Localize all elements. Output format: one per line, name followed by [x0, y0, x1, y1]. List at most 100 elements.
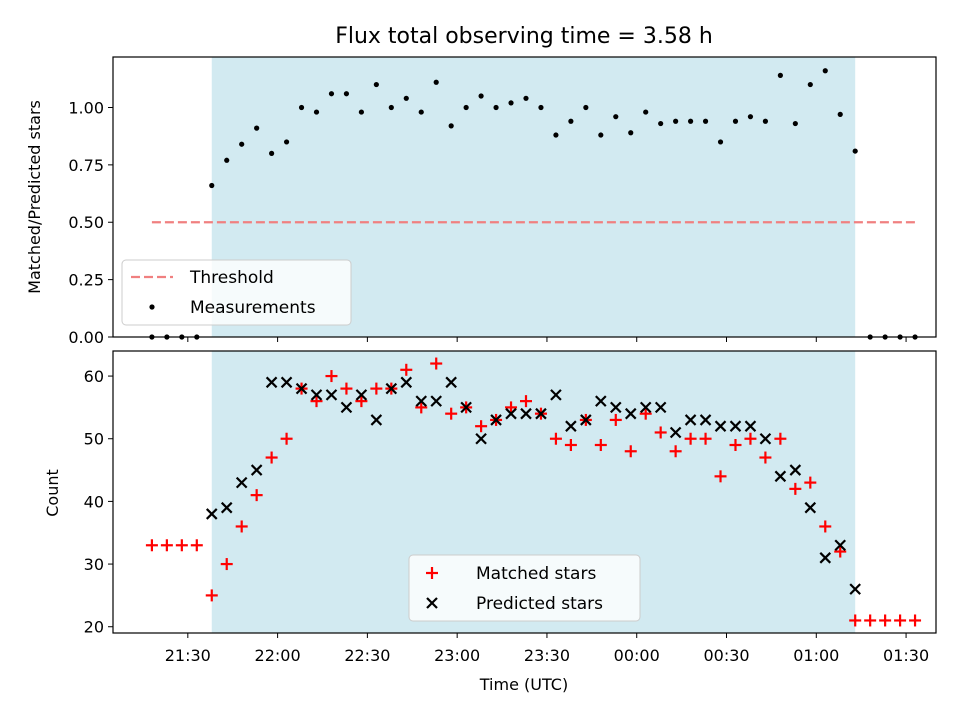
measurement-point — [478, 93, 484, 99]
measurement-point — [298, 104, 305, 111]
x-tick-label: 01:30 — [883, 646, 929, 665]
predicted-star-point — [430, 395, 442, 407]
measurement-point — [418, 109, 424, 115]
matched-star-point — [819, 520, 832, 533]
measurement-point — [553, 132, 559, 138]
matched-star-point — [415, 401, 428, 414]
measurement-point — [673, 118, 679, 124]
predicted-star-point — [669, 426, 682, 439]
predicted-star-point — [475, 432, 487, 445]
predicted-star-point — [624, 407, 637, 420]
x-axis-label: Time (UTC) — [479, 675, 568, 694]
figure-title: Flux total observing time = 3.58 h — [335, 24, 713, 49]
top-legend: Threshold Measurements — [121, 259, 352, 326]
predicted-star-point — [370, 414, 383, 426]
measurement-point — [523, 95, 529, 101]
measurement-point — [583, 104, 589, 111]
matched-star-point — [280, 432, 293, 445]
predicted-star-point — [490, 414, 502, 426]
measurement-point — [628, 130, 634, 136]
matched-star-point — [879, 614, 892, 627]
measurement-point — [687, 118, 694, 124]
top-y-ticks: 0.00 0.25 0.50 0.75 1.00 — [68, 98, 113, 347]
predicted-star-point — [520, 407, 532, 420]
measurement-point — [852, 148, 858, 154]
matched-legend-swatch — [426, 567, 438, 579]
bottom-y-axis-label: Count — [43, 469, 62, 517]
measurement-point — [613, 114, 619, 120]
measurement-point — [643, 109, 649, 115]
matched-star-point — [729, 439, 742, 451]
matched-star-point — [340, 382, 353, 395]
predicted-star-point — [565, 420, 577, 432]
measurement-point — [358, 109, 364, 115]
matched-star-point — [430, 357, 443, 370]
measurement-point — [343, 91, 350, 97]
predicted-star-point — [580, 414, 592, 426]
predicted-star-point — [654, 401, 667, 414]
matched-legend-label: Matched stars — [476, 564, 596, 584]
predicted-star-point — [400, 376, 413, 389]
matched-star-point — [699, 432, 712, 445]
bottom-y-ticks: 20 30 40 50 60 — [84, 367, 113, 637]
threshold-legend-label: Threshold — [189, 268, 274, 288]
matched-star-point — [894, 614, 907, 627]
predicted-star-point — [310, 389, 323, 401]
top-y-tick-label: 0.75 — [68, 156, 104, 175]
measurement-point — [239, 141, 245, 147]
x-tick-label: 00:00 — [614, 646, 660, 665]
measurement-point — [658, 120, 664, 127]
predicted-star-point — [355, 389, 368, 401]
x-tick-label: 22:30 — [344, 646, 390, 665]
predicted-star-point — [744, 420, 757, 432]
predicted-star-point — [834, 539, 847, 552]
matched-star-point — [160, 539, 173, 552]
x-tick-label: 23:30 — [524, 646, 570, 665]
predicted-star-point — [205, 508, 218, 520]
matched-star-point — [774, 432, 787, 445]
matched-star-point — [265, 451, 278, 464]
bottom-x-ticks: 21:30 22:00 22:30 23:00 23:30 00:00 00:30 01:00… — [165, 633, 929, 665]
predicted-star-point — [340, 401, 353, 414]
matched-star-point — [609, 413, 622, 426]
predicted-star-point — [235, 476, 248, 489]
measurement-point — [777, 72, 783, 78]
top-axes-frame — [112, 56, 937, 338]
matched-star-point — [400, 363, 413, 376]
bottom-y-tick-label: 40 — [84, 492, 104, 511]
matched-star-point — [355, 395, 368, 408]
predicted-star-point — [265, 376, 278, 389]
measurement-point — [448, 123, 454, 129]
bottom-y-tick-label: 60 — [84, 367, 104, 386]
matched-star-point — [834, 545, 847, 558]
predicted-stars-points — [205, 376, 861, 595]
matched-star-point — [190, 539, 203, 552]
matched-star-point — [205, 589, 218, 602]
matched-star-point — [624, 445, 637, 458]
matched-star-point — [909, 614, 922, 627]
predicted-star-point — [759, 432, 772, 445]
measurement-point — [254, 125, 260, 131]
predicted-star-point — [250, 464, 263, 476]
matched-star-point — [519, 395, 532, 408]
measurement-point — [283, 139, 290, 145]
matched-star-point — [505, 401, 518, 414]
top-legend-box — [121, 259, 352, 326]
matched-stars-points — [145, 357, 922, 627]
matched-star-point — [370, 382, 383, 395]
measurement-point — [508, 100, 514, 106]
predicted-star-point — [804, 501, 817, 514]
top-y-tick-label: 1.00 — [68, 98, 104, 117]
measurement-point — [792, 120, 798, 127]
predicted-star-point — [505, 407, 517, 420]
matched-star-point — [145, 539, 158, 552]
measurement-point — [269, 150, 275, 156]
x-tick-label: 01:00 — [793, 646, 839, 665]
measurement-point — [598, 132, 604, 138]
measurement-point — [388, 104, 394, 111]
measurement-point — [209, 182, 215, 189]
measurement-point — [463, 104, 469, 111]
predicted-star-point — [460, 401, 472, 414]
top-y-tick-label: 0.25 — [68, 271, 104, 290]
